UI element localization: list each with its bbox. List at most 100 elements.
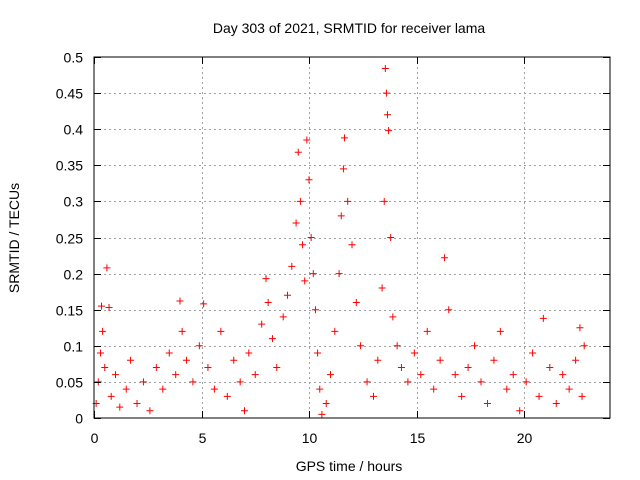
data-point bbox=[464, 363, 472, 371]
data-point bbox=[363, 378, 371, 386]
data-point bbox=[335, 270, 343, 278]
data-point bbox=[318, 410, 326, 418]
data-point bbox=[559, 371, 567, 379]
data-point bbox=[509, 371, 517, 379]
y-tick-label: 0.1 bbox=[64, 339, 84, 355]
data-point bbox=[103, 264, 111, 272]
data-point bbox=[303, 136, 311, 144]
data-point bbox=[445, 306, 453, 314]
data-point bbox=[378, 284, 386, 292]
data-point bbox=[127, 356, 135, 364]
data-point bbox=[189, 378, 197, 386]
data-point bbox=[483, 400, 491, 408]
data-point bbox=[139, 378, 147, 386]
data-point bbox=[580, 342, 588, 350]
data-point bbox=[258, 320, 266, 328]
data-point bbox=[352, 298, 360, 306]
data-point bbox=[539, 314, 547, 322]
data-point bbox=[182, 356, 190, 364]
data-point bbox=[381, 65, 389, 73]
data-point bbox=[195, 342, 203, 350]
data-point bbox=[96, 349, 104, 357]
data-point bbox=[503, 385, 511, 393]
data-point bbox=[552, 400, 560, 408]
data-point bbox=[314, 349, 322, 357]
data-point bbox=[565, 385, 573, 393]
data-point bbox=[436, 356, 444, 364]
data-point bbox=[105, 304, 113, 312]
data-point bbox=[357, 342, 365, 350]
data-point bbox=[146, 407, 154, 415]
data-point bbox=[307, 234, 315, 241]
data-point bbox=[529, 349, 537, 357]
axis-ticks bbox=[94, 57, 610, 419]
data-point bbox=[348, 241, 356, 249]
data-point bbox=[159, 385, 167, 393]
data-point bbox=[385, 127, 393, 135]
y-tick-label: 0.5 bbox=[64, 50, 84, 66]
data-point bbox=[99, 327, 107, 335]
x-axis-label: GPS time / hours bbox=[296, 458, 403, 474]
data-point bbox=[200, 300, 208, 308]
data-point bbox=[133, 400, 141, 408]
y-tick-label: 0 bbox=[75, 411, 83, 427]
data-point bbox=[152, 363, 160, 371]
data-point bbox=[404, 378, 412, 386]
data-point bbox=[327, 371, 334, 379]
data-point bbox=[417, 371, 425, 379]
data-point bbox=[393, 342, 401, 350]
data-point bbox=[94, 378, 102, 386]
data-point bbox=[387, 234, 395, 241]
data-point bbox=[576, 324, 584, 332]
data-point bbox=[451, 371, 459, 379]
y-tick-label: 0.2 bbox=[64, 267, 84, 283]
data-point bbox=[301, 277, 309, 285]
y-tick-label: 0.35 bbox=[56, 158, 83, 174]
data-point bbox=[410, 349, 418, 357]
data-point bbox=[284, 291, 291, 299]
data-point bbox=[380, 197, 388, 205]
data-point bbox=[241, 407, 248, 415]
data-point bbox=[230, 356, 238, 364]
data-point bbox=[458, 392, 466, 400]
data-point bbox=[217, 327, 225, 335]
data-point bbox=[264, 298, 272, 306]
chart-title: Day 303 of 2021, SRMTID for receiver lam… bbox=[213, 20, 486, 36]
data-point bbox=[535, 392, 543, 400]
data-point bbox=[477, 378, 485, 386]
data-point bbox=[344, 197, 352, 205]
y-tick-label: 0.15 bbox=[56, 303, 83, 319]
y-tick-labels: 0 0.05 0.1 0.15 0.2 0.25 0.3 0.35 0.4 0.45 0.5 bbox=[56, 50, 83, 427]
data-point bbox=[383, 111, 391, 119]
y-tick-label: 0.3 bbox=[64, 194, 84, 210]
data-point bbox=[370, 392, 377, 400]
data-point bbox=[382, 89, 390, 97]
plot-frame bbox=[93, 56, 611, 419]
data-point bbox=[546, 363, 554, 371]
y-tick-label: 0.4 bbox=[64, 122, 84, 138]
data-point bbox=[273, 363, 281, 371]
data-point bbox=[176, 297, 184, 305]
data-point bbox=[516, 407, 524, 415]
data-point bbox=[309, 270, 317, 278]
data-point bbox=[112, 371, 119, 379]
data-points bbox=[92, 65, 588, 418]
data-point bbox=[389, 313, 397, 321]
x-tick-label: 0 bbox=[91, 430, 99, 446]
data-point bbox=[268, 335, 276, 343]
data-point bbox=[471, 342, 479, 350]
data-point bbox=[522, 378, 530, 386]
data-point bbox=[331, 327, 339, 335]
data-point bbox=[279, 313, 287, 321]
data-point bbox=[374, 356, 382, 364]
data-point bbox=[423, 327, 431, 335]
data-point bbox=[122, 385, 130, 393]
data-point bbox=[305, 176, 313, 184]
y-tick-label: 0.25 bbox=[56, 231, 83, 247]
y-axis-label: SRMTID / TECUs bbox=[6, 183, 22, 293]
data-point bbox=[116, 403, 124, 411]
data-point bbox=[165, 349, 173, 357]
x-tick-labels: 0 5 10 15 20 bbox=[91, 430, 533, 446]
data-point bbox=[337, 212, 345, 220]
